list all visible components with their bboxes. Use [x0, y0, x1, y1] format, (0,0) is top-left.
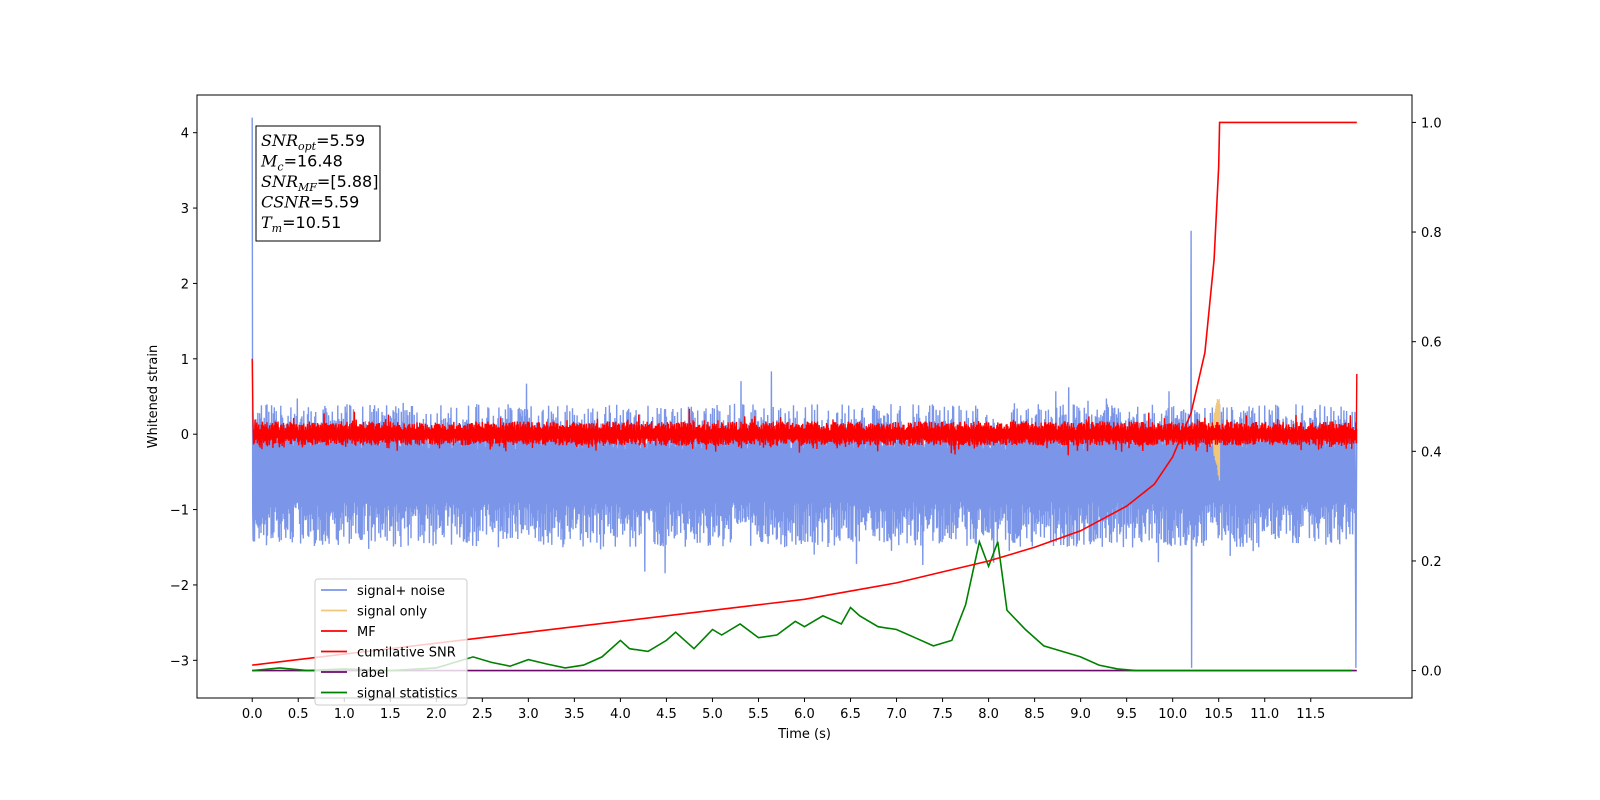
- series-mf: [251, 358, 1358, 456]
- annotation-subscript: m: [272, 222, 282, 235]
- annotation-symbol: CSNR: [261, 193, 310, 212]
- legend-label: signal statistics: [357, 687, 458, 702]
- x-tick-label: 1.0: [334, 707, 355, 722]
- annotation-subscript: MF: [297, 181, 317, 194]
- annotation-symbol: SNR: [261, 172, 298, 191]
- x-tick-label: 8.5: [1024, 707, 1045, 722]
- y-axis-left: 4 3 2 1 0 −1 −2 −3: [170, 127, 197, 669]
- x-axis-label: Time (s): [777, 727, 831, 742]
- x-tick-label: 6.5: [840, 707, 861, 722]
- legend-label: signal only: [357, 605, 427, 620]
- x-tick-label: 2.5: [472, 707, 493, 722]
- annotation-frame: [255, 125, 381, 242]
- y2-tick-label: 0.4: [1421, 445, 1442, 460]
- x-tick-label: 11.0: [1250, 707, 1279, 722]
- y2-tick-label: 0.2: [1421, 555, 1442, 570]
- y-axis-label: Whitened strain: [146, 345, 161, 448]
- annotation-symbol: SNR: [261, 131, 298, 150]
- series-signal-statistics: [252, 538, 1353, 672]
- x-tick-label: 4.0: [610, 707, 631, 722]
- annotation-line: SNRMF=[5.88]: [261, 172, 378, 194]
- annotation-value: =5.59: [310, 193, 359, 212]
- legend-label: cumilative SNR: [357, 646, 456, 661]
- x-tick-label: 5.0: [702, 707, 723, 722]
- annotation-value: =5.59: [316, 131, 365, 150]
- y-tick-label: 0: [181, 428, 189, 443]
- legend-frame: [314, 578, 468, 706]
- x-tick-label: 10.0: [1158, 707, 1187, 722]
- y-tick-label: 3: [181, 202, 189, 217]
- y-tick-label: 2: [181, 277, 189, 292]
- annotation-value: =10.51: [282, 213, 341, 232]
- annotation-subscript: c: [277, 161, 283, 174]
- y-tick-label: 4: [181, 127, 189, 142]
- y-tick-label: −1: [170, 504, 189, 519]
- y-axis-right: 1.0 0.8 0.6 0.4 0.2 0.0: [1412, 116, 1442, 680]
- y2-tick-label: 0.0: [1421, 665, 1442, 680]
- y-tick-label: −3: [170, 654, 189, 669]
- x-tick-label: 9.5: [1116, 707, 1137, 722]
- annotation-line: CSNR=5.59: [261, 193, 359, 212]
- x-tick-label: 9.0: [1070, 707, 1091, 722]
- x-tick-label: 3.0: [518, 707, 539, 722]
- y2-tick-label: 1.0: [1421, 116, 1442, 131]
- y2-tick-label: 0.6: [1421, 336, 1442, 351]
- annotation-symbol: T: [261, 213, 273, 232]
- x-tick-label: 1.5: [380, 707, 401, 722]
- x-tick-label: 5.5: [748, 707, 769, 722]
- x-tick-label: 6.0: [794, 707, 815, 722]
- y2-tick-label: 0.8: [1421, 226, 1442, 241]
- annotation-line: SNRopt=5.59: [261, 131, 365, 153]
- annotation-value: =16.48: [284, 152, 343, 171]
- annotation-line: Tm=10.51: [261, 213, 341, 235]
- annotation-line: Mc=16.48: [260, 152, 343, 174]
- annotation-subscript: opt: [298, 140, 317, 153]
- legend-label: MF: [357, 625, 376, 640]
- annotation-value: =[5.88]: [317, 172, 379, 191]
- x-tick-label: 10.5: [1204, 707, 1233, 722]
- legend-label: signal+ noise: [357, 584, 445, 599]
- x-axis: 0.0 0.5 1.0 1.5 2.0 2.5 3.0 3.5 4.0 4.5 5.0 5.5 6.0 6…: [242, 698, 1325, 722]
- annotation-box: SNRopt=5.59Mc=16.48SNRMF=[5.88]CSNR=5.59…: [255, 125, 381, 242]
- x-tick-label: 7.0: [886, 707, 907, 722]
- legend: signal+ noise signal only MF cumilative SNR…: [314, 578, 468, 706]
- x-tick-label: 3.5: [564, 707, 585, 722]
- x-tick-label: 2.0: [426, 707, 447, 722]
- x-tick-label: 4.5: [656, 707, 677, 722]
- annotation-symbol: M: [260, 152, 278, 171]
- x-tick-label: 0.5: [288, 707, 309, 722]
- x-tick-label: 8.0: [978, 707, 999, 722]
- legend-label: label: [357, 666, 388, 681]
- x-tick-label: 11.5: [1296, 707, 1325, 722]
- x-tick-label: 0.0: [242, 707, 263, 722]
- y-tick-label: −2: [170, 579, 189, 594]
- y-tick-label: 1: [181, 353, 189, 368]
- x-tick-label: 7.5: [932, 707, 953, 722]
